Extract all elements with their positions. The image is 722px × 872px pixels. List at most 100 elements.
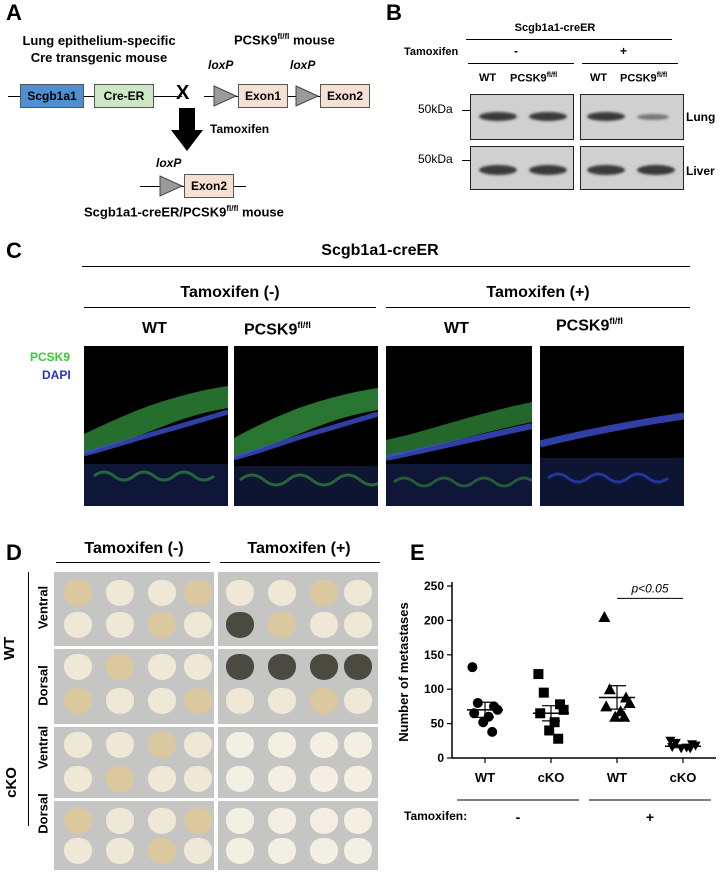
d-tam-minus: Tamoxifen (-)	[84, 540, 184, 557]
flox-mouse-title: PCSK9fl/fl mouse	[234, 32, 335, 47]
lung-specimen	[268, 732, 296, 758]
blot-lane-1: WT	[479, 72, 497, 84]
cre-title-line2: Cre transgenic mouse	[30, 50, 168, 65]
lung-specimen	[310, 688, 338, 714]
lung-specimen	[148, 654, 176, 680]
lung-specimen	[64, 688, 92, 714]
lung-specimen	[64, 580, 92, 606]
lung-specimen	[148, 688, 176, 714]
blot-lung-right	[580, 94, 684, 140]
x-tick-label: cKO	[538, 770, 565, 785]
lung-specimen	[64, 654, 92, 680]
exon2-box: Exon2	[320, 84, 370, 108]
lung-specimen	[268, 838, 296, 864]
panel-b-letter: B	[386, 0, 402, 25]
blot-minus-line	[468, 63, 574, 64]
legend-pcsk9: PCSK9	[30, 350, 71, 364]
scgb1a1-box: Scgb1a1	[20, 84, 84, 108]
lung-specimen	[148, 808, 176, 834]
data-point	[555, 699, 565, 710]
lung-specimen	[148, 732, 176, 758]
lung-specimen	[148, 580, 176, 606]
blot-minus: -	[514, 44, 518, 58]
band-liver-fl-plus	[637, 165, 675, 175]
lung-specimen	[226, 612, 254, 638]
legend-dapi: DAPI	[42, 368, 71, 382]
lung-specimen	[184, 654, 212, 680]
band-liver-fl-minus	[529, 165, 567, 175]
metastasis-chart: 0 50 100 150 200 250 Number of metastases WT cKO…	[396, 579, 716, 825]
c-col-fl-1: PCSK9fl/fl	[244, 320, 311, 339]
d-group-wt: WT	[1, 636, 19, 661]
data-point	[618, 710, 631, 722]
lung-specimen	[344, 732, 372, 758]
data-point	[544, 725, 555, 736]
exon2-result-box: Exon2	[184, 174, 234, 198]
micrograph-fl-minus	[234, 346, 378, 506]
blot-lane-4-sup: fl/fl	[656, 72, 668, 79]
flox-title-sup: fl/fl	[277, 32, 290, 41]
d-lung-photo-grid	[54, 572, 378, 870]
lung-specimen	[64, 838, 92, 864]
tamoxifen-arrow-label: Tamoxifen	[210, 122, 270, 136]
lung-specimen	[310, 838, 338, 864]
lung-specimen	[106, 838, 134, 864]
lung-specimen	[310, 654, 338, 680]
data-point	[623, 696, 636, 708]
cre-mouse-title: Lung epithelium-specific Cre transgenic …	[4, 32, 194, 66]
lung-specimen	[310, 612, 338, 638]
loxp-label-3: loxP	[156, 156, 182, 170]
lung-specimen	[148, 838, 176, 864]
d-photo-row-divider-1	[54, 646, 378, 649]
d-tam-minus-line	[56, 562, 210, 563]
blot-row-lung: Lung	[686, 110, 716, 124]
lung-specimen	[226, 688, 254, 714]
x-tick-label: WT	[607, 770, 627, 785]
lung-specimen	[184, 732, 212, 758]
micrograph-fl-minus-image	[234, 388, 378, 506]
blot-marker-2-tick	[462, 160, 470, 161]
d-tam-plus-line	[220, 562, 380, 563]
cre-er-box: Cre-ER	[94, 84, 154, 108]
lung-specimen	[106, 688, 134, 714]
lung-specimen	[344, 808, 372, 834]
blot-lane-2: PCSK9fl/fl	[510, 72, 557, 85]
flox-title-suffix: mouse	[289, 32, 335, 48]
blot-header: Scgb1a1-creER	[514, 22, 596, 34]
d-photo-row-divider-3	[54, 798, 378, 801]
lung-specimen	[106, 580, 134, 606]
band-lung-wt-minus	[479, 112, 517, 121]
lung-specimen	[226, 808, 254, 834]
blot-liver-right	[580, 146, 684, 190]
group-value-minus: -	[516, 809, 521, 825]
cross-symbol: X	[176, 82, 190, 104]
lung-specimen	[344, 580, 372, 606]
lung-specimen	[184, 580, 212, 606]
c-col-fl-2: PCSK9fl/fl	[556, 316, 623, 335]
c-col-fl-2-text: PCSK9	[556, 317, 610, 335]
band-liver-wt-plus	[587, 165, 625, 175]
data-point	[478, 717, 489, 728]
x-tick-label: WT	[475, 770, 495, 785]
blot-header-line	[466, 39, 672, 40]
data-point	[533, 669, 544, 680]
lung-specimen	[226, 732, 254, 758]
lung-specimen	[268, 688, 296, 714]
d-row-3: Ventral	[35, 725, 51, 770]
c-tam-minus-line	[84, 307, 376, 308]
micrograph-wt-minus	[84, 346, 228, 506]
c-col-fl-1-sup: fl/fl	[297, 320, 311, 330]
y-tick-label: 0	[437, 751, 444, 765]
lung-specimen	[106, 808, 134, 834]
lung-specimen	[106, 612, 134, 638]
lung-specimen	[64, 732, 92, 758]
micrograph-wt-minus-image	[84, 386, 228, 506]
d-tam-plus: Tamoxifen (+)	[247, 540, 351, 557]
lung-specimen	[344, 654, 372, 680]
blot-lung-left	[470, 94, 574, 140]
lung-specimen	[268, 808, 296, 834]
lung-specimen	[106, 732, 134, 758]
y-tick-label: 250	[424, 579, 444, 593]
data-point	[598, 610, 611, 622]
c-col-wt-1: WT	[142, 320, 167, 337]
